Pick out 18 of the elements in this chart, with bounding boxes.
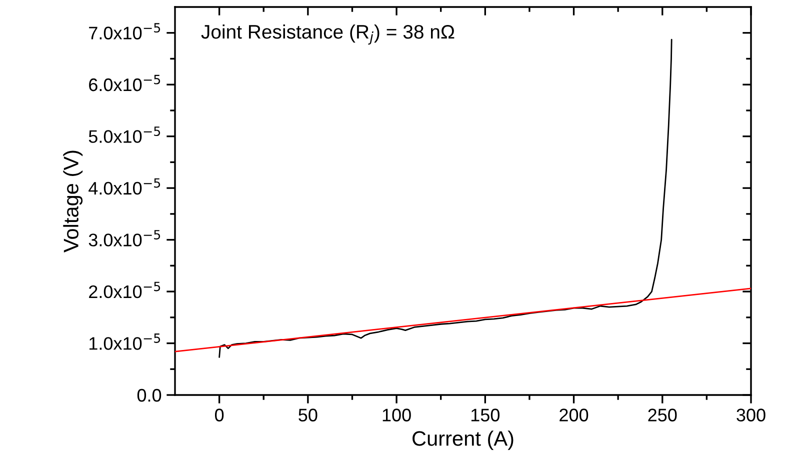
x-tick-label: 50: [298, 408, 318, 422]
y-tick-label: 4.0x10$^{−5}$: [88, 178, 160, 195]
y-tick-label: 7.0x10$^{−5}$: [89, 23, 160, 40]
y-tick-label: 3.0x10$^{−5}$: [88, 230, 160, 246]
x-tick-label: 100: [382, 408, 411, 422]
y-tick-label: 5.0x10$^{−5}$: [88, 126, 160, 143]
y-tick-label: 0.0: [137, 388, 162, 402]
y-tick-label: 1.0x10$^{−5}$: [90, 334, 160, 350]
x-tick-label: 300: [736, 408, 766, 422]
annotation: Joint Resistance (R$_{j}$) = 38 nΩ: [201, 24, 454, 45]
x-axis-title: Current (A): [412, 430, 514, 450]
y-axis-title: Voltage (V): [63, 150, 83, 252]
x-tick-label: 200: [560, 408, 588, 422]
x-tick-label: 150: [471, 408, 500, 422]
y-tick-label: 6.0x10$^{−5}$: [89, 74, 160, 92]
x-tick-label: 250: [648, 408, 677, 422]
y-tick-label: 2.0x10$^{−5}$: [89, 282, 160, 298]
x-tick-label: 0: [214, 408, 224, 422]
